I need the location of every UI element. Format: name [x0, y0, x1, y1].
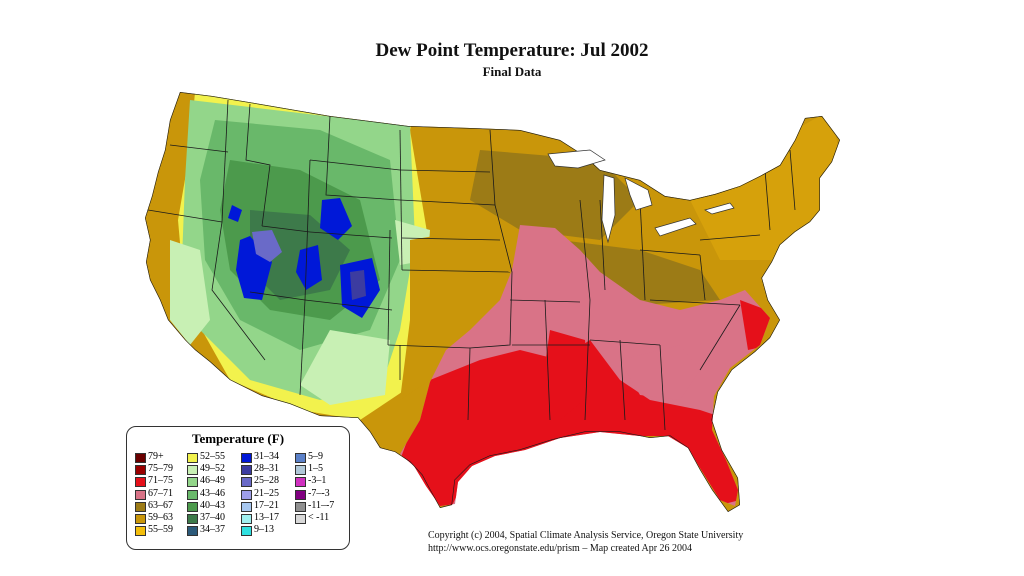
legend-swatch	[241, 526, 252, 537]
legend-label: 21–25	[254, 487, 279, 499]
credits-url: http://www.ocs.oregonstate.edu/prism – M…	[428, 543, 693, 554]
legend-item: 17–21	[241, 500, 305, 512]
map-title: Dew Point Temperature: Jul 2002	[375, 40, 649, 61]
legend-swatch	[187, 453, 198, 463]
legend-swatch	[187, 489, 198, 500]
legend-swatch	[295, 453, 306, 463]
legend-label: 25–28	[254, 475, 279, 487]
legend-label: 71–75	[148, 475, 173, 487]
legend-column: 52–55 49–52 46–49 43–46 40–43 37–40 34–37	[187, 451, 251, 537]
legend-item: 40–43	[187, 500, 251, 512]
legend-item: 1–5	[295, 463, 359, 476]
legend-label: 75–79	[148, 463, 173, 475]
legend-swatch	[135, 526, 146, 537]
legend-item: 9–13	[241, 524, 305, 537]
legend-swatch	[135, 513, 146, 524]
map-subtitle: Final Data	[482, 64, 542, 79]
legend-label: -11–-7	[308, 499, 335, 511]
legend-label: 1–5	[308, 463, 323, 475]
credits-copyright: Copyright (c) 2004, Spatial Climate Anal…	[428, 530, 744, 541]
legend-item: 13–17	[241, 512, 305, 524]
legend-swatch	[187, 501, 198, 512]
legend-label: 46–49	[200, 475, 225, 487]
credits: Copyright (c) 2004, Spatial Climate Anal…	[428, 529, 743, 555]
legend-column: 5–9 1–5 -3–1 -7–-3 -11–-7 < -11	[295, 451, 359, 524]
legend-label: 34–37	[200, 524, 225, 536]
legend-item: 43–46	[187, 488, 251, 500]
legend-item: 37–40	[187, 512, 251, 524]
legend-item: 46–49	[187, 475, 251, 488]
legend-swatch	[241, 513, 252, 524]
legend-item: < -11	[295, 512, 359, 524]
legend-label: -3–1	[308, 475, 327, 487]
legend-label: 79+	[148, 451, 164, 462]
legend-label: 5–9	[308, 451, 323, 462]
legend-swatch	[241, 465, 252, 476]
legend-swatch	[241, 501, 252, 512]
legend-swatch	[187, 513, 198, 524]
legend-item: 79+	[135, 451, 199, 463]
legend-label: 9–13	[254, 524, 274, 536]
legend-swatch	[241, 489, 252, 500]
legend-item: 75–79	[135, 463, 199, 476]
legend-item: 67–71	[135, 488, 199, 500]
legend-item: 5–9	[295, 451, 359, 463]
legend-swatch	[135, 501, 146, 512]
legend-item: 49–52	[187, 463, 251, 476]
legend-label: 52–55	[200, 451, 225, 462]
legend-label: 37–40	[200, 511, 225, 523]
legend-swatch	[295, 477, 306, 488]
legend-label: 63–67	[148, 499, 173, 511]
legend-item: 55–59	[135, 524, 199, 537]
legend-label: 28–31	[254, 463, 279, 475]
legend-swatch	[135, 465, 146, 476]
legend-label: 31–34	[254, 451, 279, 462]
legend-item: -11–-7	[295, 500, 359, 512]
legend-item: 63–67	[135, 500, 199, 512]
legend-swatch	[241, 477, 252, 488]
legend-swatch	[295, 513, 306, 524]
legend-label: 67–71	[148, 487, 173, 499]
legend: Temperature (F) 79+ 75–79 71–75 67–71 63–67 5…	[126, 426, 350, 550]
legend-swatch	[187, 465, 198, 476]
legend-item: 59–63	[135, 512, 199, 524]
legend-swatch	[135, 453, 146, 463]
legend-swatch	[241, 453, 252, 463]
legend-swatch	[135, 489, 146, 500]
legend-label: 43–46	[200, 487, 225, 499]
legend-swatch	[135, 477, 146, 488]
legend-swatch	[187, 477, 198, 488]
legend-item: 21–25	[241, 488, 305, 500]
legend-label: 17–21	[254, 499, 279, 511]
legend-swatch	[295, 465, 306, 476]
great-lakes	[547, 149, 735, 244]
legend-grid: 79+ 75–79 71–75 67–71 63–67 59–63 55–59 52–55 49…	[135, 451, 349, 547]
legend-item: 25–28	[241, 475, 305, 488]
legend-swatch	[187, 526, 198, 537]
legend-label: 55–59	[148, 524, 173, 536]
legend-swatch	[295, 489, 306, 500]
legend-item: 34–37	[187, 524, 251, 537]
legend-swatch	[295, 501, 306, 512]
legend-item: 28–31	[241, 463, 305, 476]
legend-column: 31–34 28–31 25–28 21–25 17–21 13–17 9–13	[241, 451, 305, 537]
legend-label: -7–-3	[308, 487, 330, 499]
legend-title: Temperature (F)	[191, 431, 285, 446]
legend-label: < -11	[308, 511, 330, 523]
legend-label: 13–17	[254, 511, 279, 523]
legend-label: 59–63	[148, 511, 173, 523]
legend-item: 52–55	[187, 451, 251, 463]
legend-label: 49–52	[200, 463, 225, 475]
legend-item: -3–1	[295, 475, 359, 488]
legend-item: 31–34	[241, 451, 305, 463]
legend-label: 40–43	[200, 499, 225, 511]
legend-column: 79+ 75–79 71–75 67–71 63–67 59–63 55–59	[135, 451, 199, 537]
legend-item: 71–75	[135, 475, 199, 488]
legend-item: -7–-3	[295, 488, 359, 500]
